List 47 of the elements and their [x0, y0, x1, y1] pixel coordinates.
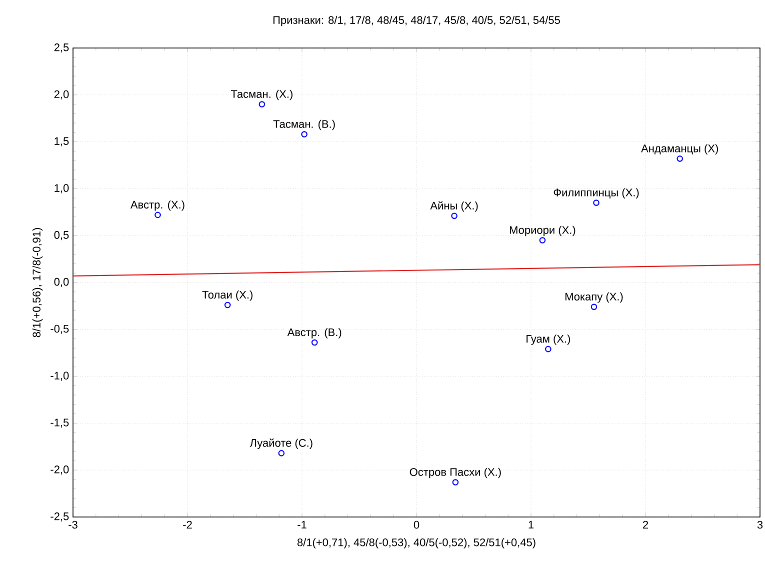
point — [451, 212, 458, 220]
y-tick-label: 0,5 — [54, 231, 69, 240]
x-tick-label: -3 — [68, 520, 78, 529]
point — [539, 237, 546, 244]
annotation: Австр. (Х.) — [130, 200, 184, 211]
chart-title: Признаки: 8/1, 17/8, 48/45, 48/17, 45/8, 40/5, 52/51, 54/55 — [273, 16, 560, 26]
point — [258, 101, 266, 108]
point — [278, 450, 285, 456]
point — [154, 212, 161, 218]
x-tick-label: 3 — [757, 520, 763, 529]
annotation: Толаи (Х.) — [202, 290, 252, 301]
annotation: Мокапу (Х.) — [565, 292, 623, 303]
annotation: Австр. (В.) — [287, 328, 342, 338]
y-tick-label: 2,5 — [54, 43, 69, 53]
point — [676, 156, 684, 162]
y-tick-label: 2,0 — [54, 90, 69, 100]
annotation: Айны (Х.) — [430, 201, 478, 212]
y-tick-label: -1,0 — [50, 372, 69, 381]
annotation: Остров Пасхи (Х.) — [410, 468, 501, 478]
x-tick-label: -1 — [298, 520, 306, 528]
point — [301, 131, 308, 138]
x-tick-label: 1 — [528, 520, 534, 528]
point — [224, 302, 231, 308]
point — [545, 346, 552, 352]
point — [311, 339, 318, 346]
y-tick-label: -2,0 — [50, 466, 69, 475]
point — [452, 479, 459, 486]
annotation: Тасман. (В.) — [273, 120, 335, 130]
x-tick-label: -2 — [183, 520, 192, 529]
x-tick-label: 2 — [642, 520, 648, 529]
annotation: Луайоте (С.) — [250, 438, 312, 449]
x-tick-label: 0 — [414, 520, 420, 529]
y-tick-label: -0,5 — [50, 324, 69, 334]
y-tick-label: -1,5 — [50, 418, 69, 428]
annotation: Мориори (Х.) — [510, 226, 576, 236]
y-tick-label: 1,0 — [54, 184, 69, 194]
y-tick-label: -2,5 — [50, 512, 69, 522]
y-tick-label: 0,0 — [54, 278, 69, 288]
y-axis-title: 8/1(+0,56), 17/8(-0,91) — [32, 228, 43, 338]
annotation: Андаманцы (Х) — [641, 144, 718, 154]
annotation: Тасман. (Х.) — [230, 90, 292, 100]
y-tick-label: 1,5 — [54, 137, 69, 146]
point — [593, 200, 600, 206]
annotation: Филиппинцы (Х.) — [554, 188, 639, 199]
point — [590, 304, 598, 310]
annotation: Гуам (Х.) — [526, 334, 570, 345]
x-axis-title: 8/1(+0,71), 45/8(-0,53), 40/5(-0,52), 52/51(+0,45) — [297, 538, 536, 548]
